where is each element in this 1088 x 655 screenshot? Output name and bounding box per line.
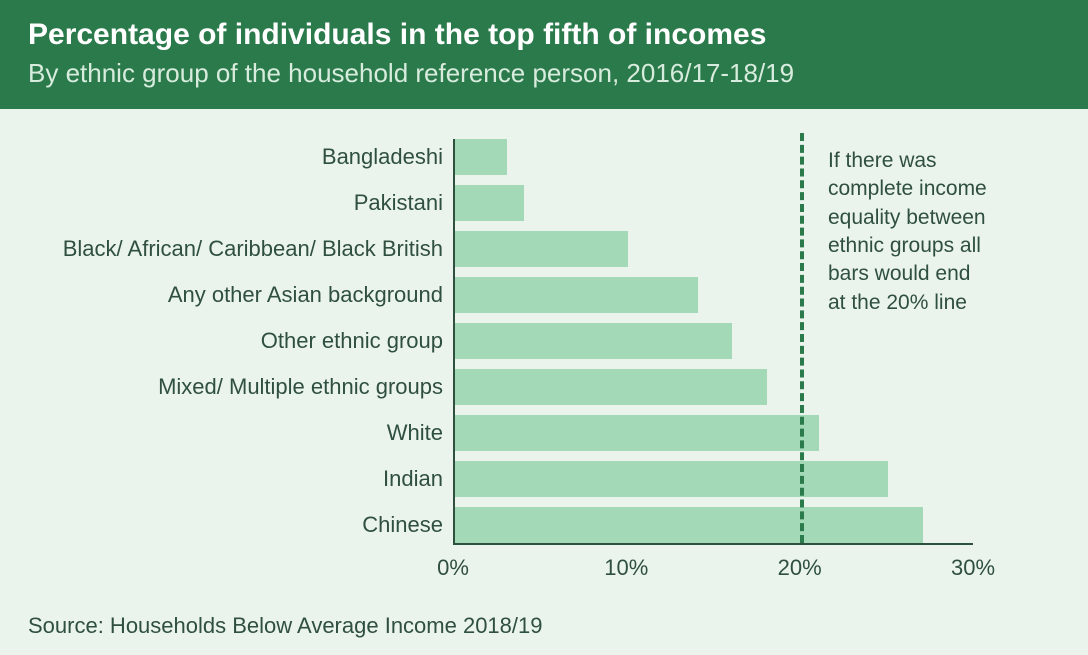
category-label: Other ethnic group	[28, 323, 453, 359]
chart-area: Bangladeshi Pakistani Black/ African/ Cari…	[0, 109, 1088, 613]
bar-row: Other ethnic group	[28, 323, 1060, 359]
bar-row: Indian	[28, 461, 1060, 497]
category-label: Black/ African/ Caribbean/ Black British	[28, 231, 453, 267]
annotation-text: If there was complete income equality be…	[828, 147, 988, 317]
x-axis-line	[453, 543, 973, 545]
bar	[455, 461, 888, 497]
bar	[455, 231, 628, 267]
x-tick-label: 0%	[437, 555, 469, 581]
category-label: Indian	[28, 461, 453, 497]
bar	[455, 415, 819, 451]
x-tick-label: 20%	[778, 555, 822, 581]
category-label: White	[28, 415, 453, 451]
chart-subtitle: By ethnic group of the household referen…	[28, 58, 1060, 89]
bar	[455, 277, 698, 313]
plot-region: Bangladeshi Pakistani Black/ African/ Cari…	[28, 129, 1060, 589]
x-tick-label: 30%	[951, 555, 995, 581]
x-tick-label: 10%	[604, 555, 648, 581]
category-label: Bangladeshi	[28, 139, 453, 175]
category-label: Mixed/ Multiple ethnic groups	[28, 369, 453, 405]
category-label: Chinese	[28, 507, 453, 543]
bar-row: Chinese	[28, 507, 1060, 543]
bar-row: Mixed/ Multiple ethnic groups	[28, 369, 1060, 405]
bar	[455, 139, 507, 175]
reference-line	[800, 133, 804, 543]
source-line: Source: Households Below Average Income …	[0, 613, 1088, 655]
chart-title: Percentage of individuals in the top fif…	[28, 18, 1060, 52]
category-label: Any other Asian background	[28, 277, 453, 313]
bar	[455, 323, 732, 359]
bar-row: White	[28, 415, 1060, 451]
chart-header: Percentage of individuals in the top fif…	[0, 0, 1088, 109]
bar	[455, 185, 524, 221]
bar	[455, 369, 767, 405]
category-label: Pakistani	[28, 185, 453, 221]
bar	[455, 507, 923, 543]
